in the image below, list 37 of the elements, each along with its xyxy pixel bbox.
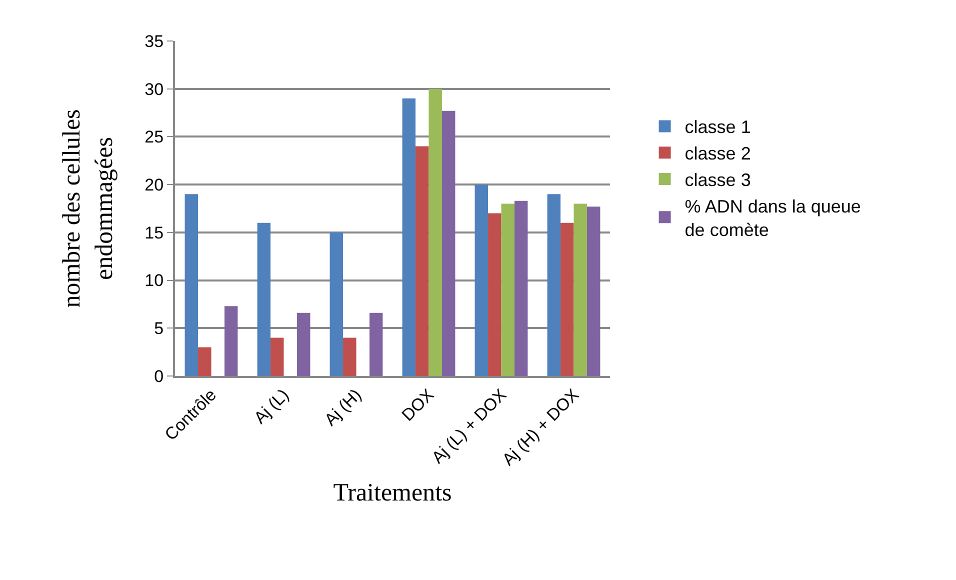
y-tick-label: 35 [144, 32, 164, 51]
x-tick-label: Aj (L) [250, 385, 293, 428]
bar [416, 146, 429, 376]
y-axis-title: nombre des cellules endommagées [58, 109, 118, 308]
legend-label: classe 3 [684, 170, 751, 190]
bar [501, 204, 514, 376]
bar [257, 222, 271, 376]
x-axis-title: Traitements [333, 480, 452, 507]
bar [224, 306, 238, 376]
bar [488, 213, 502, 376]
bar [198, 347, 212, 376]
y-tick-label: 20 [144, 176, 164, 195]
y-tick-label: 10 [144, 271, 164, 290]
bar [547, 194, 561, 376]
y-tick-label: 5 [154, 319, 164, 338]
bar [330, 232, 344, 376]
legend-label: % ADN dans la queue de comète [684, 196, 861, 240]
bar [270, 338, 284, 376]
bar [442, 110, 456, 376]
y-tick-label: 15 [144, 223, 164, 242]
bar [369, 312, 383, 376]
bar [574, 204, 587, 376]
bar [514, 200, 528, 376]
bar [474, 184, 488, 376]
bar [343, 338, 356, 376]
bar [296, 312, 310, 376]
y-tick-label: 25 [144, 128, 164, 147]
bar [428, 88, 442, 376]
x-tick-label: Aj (H) [320, 385, 366, 430]
y-tick-label: 0 [154, 366, 164, 386]
bar [560, 222, 574, 376]
legend-label: classe 1 [684, 117, 751, 138]
y-tick-label: 30 [144, 80, 164, 99]
legend-label: classe 2 [684, 144, 751, 164]
bar [586, 206, 600, 376]
bar [402, 98, 416, 376]
bar [184, 194, 198, 376]
